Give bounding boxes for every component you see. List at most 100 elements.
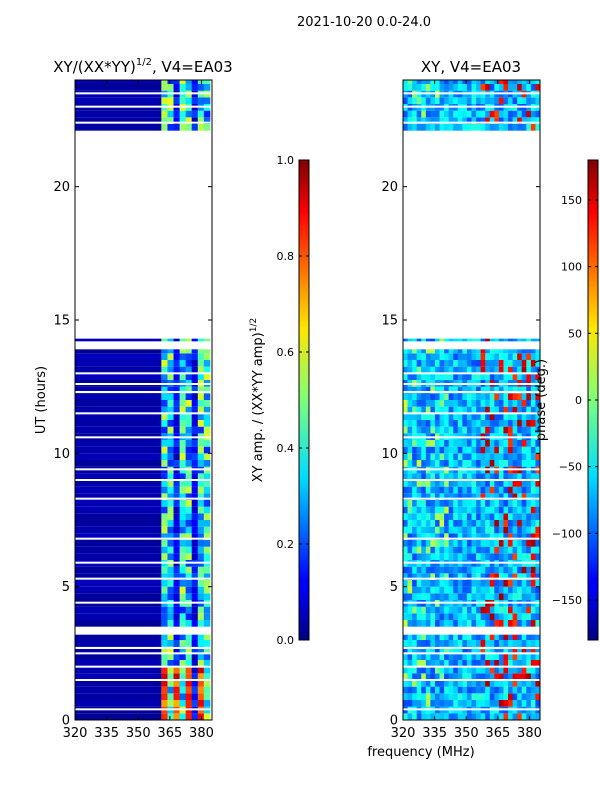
amp-band-cell <box>167 520 174 527</box>
phase-cell <box>439 640 445 647</box>
amp-band-cell <box>203 640 211 647</box>
phase-cell <box>480 360 486 367</box>
phase-cell <box>526 117 532 124</box>
phase-cell <box>421 338 427 342</box>
phase-cell <box>466 634 472 640</box>
phase-cell <box>430 700 436 707</box>
phase-cell <box>512 493 518 500</box>
phase-cell <box>480 680 486 687</box>
phase-cell <box>466 413 472 420</box>
amp-band-cell <box>191 533 199 540</box>
amp-background-cell <box>75 406 162 414</box>
phase-cell <box>448 338 454 342</box>
amp-band-cell <box>191 366 199 374</box>
amp-band-cell <box>185 666 193 674</box>
phase-cell <box>489 446 495 454</box>
phase-cell <box>403 546 408 554</box>
phase-cell <box>466 480 472 487</box>
phase-cell <box>407 97 413 104</box>
phase-cell <box>407 124 413 131</box>
amp-band-cell <box>167 426 174 434</box>
amp-band-cell <box>161 110 168 118</box>
phase-cell <box>480 460 486 467</box>
phase-cell <box>412 553 418 560</box>
phase-cell <box>453 700 459 707</box>
phase-cell <box>416 680 422 687</box>
phase-cell <box>407 573 413 580</box>
phase-cell <box>434 673 440 680</box>
phase-cell <box>508 546 513 554</box>
phase-cell <box>412 580 418 587</box>
amp-background-cell <box>75 386 162 394</box>
amp-background-cell <box>75 453 162 460</box>
phase-cell <box>457 613 463 620</box>
phase-cell <box>462 606 468 614</box>
phase-cell <box>517 80 523 84</box>
phase-cell <box>403 84 408 91</box>
phase-cell <box>421 553 427 560</box>
phase-cell <box>480 520 486 527</box>
phase-cell <box>462 349 468 354</box>
phase-cell <box>535 400 540 407</box>
phase-cell <box>425 426 431 434</box>
amp-x-tick-label: 335 <box>94 726 119 741</box>
phase-cell <box>517 338 523 342</box>
phase-cell <box>466 366 472 374</box>
amp-band-cell <box>185 540 193 547</box>
amp-band-cell <box>173 124 180 131</box>
amp-band-cell <box>191 520 199 527</box>
phase-cell <box>403 620 408 627</box>
phase-cell <box>485 606 491 614</box>
phase-cell <box>434 500 440 507</box>
phase-cell <box>535 360 540 367</box>
amp-band-cell <box>185 84 193 91</box>
phase-cell <box>530 593 536 600</box>
phase-cell <box>526 338 532 342</box>
amp-band-cell <box>185 453 193 460</box>
phase-cell <box>439 606 445 614</box>
phase-cell <box>416 353 422 360</box>
phase-cell <box>476 500 482 507</box>
phase-cell <box>439 386 445 394</box>
phase-cell <box>485 406 491 414</box>
phase-cell <box>471 533 477 540</box>
amp-band-cell <box>173 586 180 594</box>
amp-band-cell <box>197 97 205 104</box>
phase-cell <box>489 520 495 527</box>
phase-cell <box>466 124 472 131</box>
amp-background-cell <box>75 666 162 674</box>
amp-band-cell <box>161 446 168 454</box>
phase-cell <box>476 473 482 480</box>
phase-cell <box>480 553 486 560</box>
phase-cell <box>503 360 509 367</box>
phase-cell <box>448 646 454 654</box>
phase-cell <box>480 573 486 580</box>
phase-cell <box>416 393 422 400</box>
phase-cell <box>434 533 440 540</box>
amp-background-cell <box>75 634 162 640</box>
phase-cell <box>425 634 431 640</box>
phase-cell <box>444 533 450 540</box>
phase-cell <box>462 84 468 91</box>
phase-cell <box>453 640 459 647</box>
amp-band-cell <box>185 613 193 620</box>
phase-cell <box>412 353 418 360</box>
amp-colorbar-tick-label: 0.0 <box>277 634 295 647</box>
phase-cell <box>521 493 527 500</box>
phase-cell <box>434 586 440 594</box>
amp-band-cell <box>203 460 211 467</box>
phase-x-tick-label: 365 <box>485 726 510 741</box>
amp-band-cell <box>197 393 205 400</box>
phase-cell <box>439 546 445 554</box>
phase-cell <box>457 533 463 540</box>
phase-cell <box>485 124 491 131</box>
phase-cell <box>434 553 440 560</box>
amp-band-cell <box>179 573 187 580</box>
phase-cell <box>471 453 477 460</box>
phase-cell <box>466 426 472 434</box>
phase-cell <box>517 386 523 394</box>
phase-cell <box>517 686 523 694</box>
phase-cell <box>416 110 422 118</box>
phase-cell <box>498 566 504 574</box>
phase-cell <box>453 573 459 580</box>
